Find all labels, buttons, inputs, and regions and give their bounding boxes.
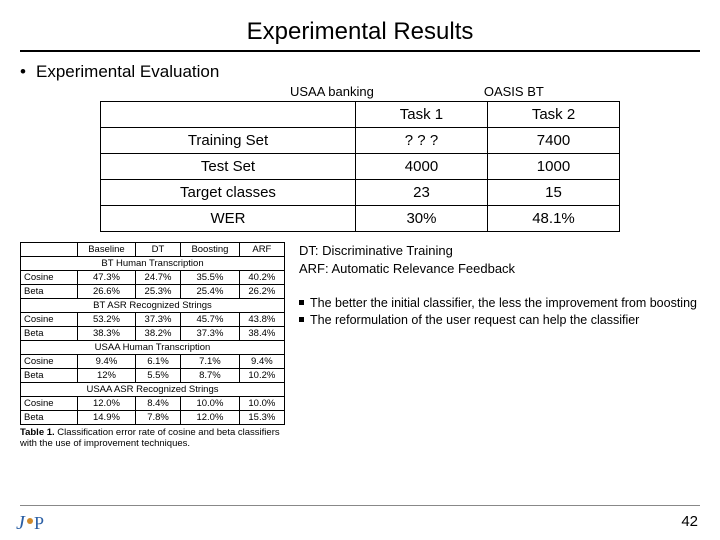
svg-text:P: P [34, 513, 44, 533]
results-table: Baseline DT Boosting ARF BT Human Transc… [20, 242, 285, 425]
caption-label: Table 1. [20, 427, 55, 438]
table-row: Beta26.6%25.3%25.4%26.2% [21, 285, 285, 299]
table-row: USAA ASR Recognized Strings [21, 383, 285, 397]
table-cell: ? ? ? [355, 128, 487, 154]
square-bullet-icon [299, 300, 304, 305]
table-cell: 4000 [355, 154, 487, 180]
square-bullet-icon [299, 317, 304, 322]
definition-line: ARF: Automatic Relevance Feedback [299, 260, 700, 278]
table-cell [21, 243, 78, 257]
col-label-1: USAA banking [290, 84, 374, 99]
table-row: Cosine9.4%6.1%7.1%9.4% [21, 355, 285, 369]
table-row: Beta38.3%38.2%37.3%38.4% [21, 327, 285, 341]
caption-text: Classification error rate of cosine and … [20, 427, 280, 449]
table-row: Baseline DT Boosting ARF [21, 243, 285, 257]
table-cell: ARF [239, 243, 284, 257]
table-row: Test Set 4000 1000 [101, 154, 620, 180]
slide-title: Experimental Results [20, 18, 700, 46]
results-caption: Table 1. Classification error rate of co… [20, 427, 285, 450]
table-row: Cosine47.3%24.7%35.5%40.2% [21, 271, 285, 285]
table-cell: Test Set [101, 154, 356, 180]
footer-rule [20, 505, 700, 506]
table-cell: 48.1% [487, 206, 619, 232]
table-cell: 23 [355, 180, 487, 206]
table-cell: Baseline [78, 243, 136, 257]
table-cell: DT [135, 243, 180, 257]
table-cell: WER [101, 206, 356, 232]
table-cell: Target classes [101, 180, 356, 206]
table-cell: Task 2 [487, 102, 619, 128]
table-row: Cosine53.2%37.3%45.7%43.8% [21, 313, 285, 327]
note-item: The better the initial classifier, the l… [313, 295, 700, 312]
table-row: Task 1 Task 2 [101, 102, 620, 128]
table-cell: Boosting [181, 243, 240, 257]
table-row: Target classes 23 15 [101, 180, 620, 206]
table-cell: Training Set [101, 128, 356, 154]
table-cell: 30% [355, 206, 487, 232]
col-label-2: OASIS BT [484, 84, 544, 99]
table-cell: Task 1 [355, 102, 487, 128]
title-rule [20, 50, 700, 52]
table-cell: 15 [487, 180, 619, 206]
table-row: USAA Human Transcription [21, 341, 285, 355]
group-header: BT ASR Recognized Strings [21, 299, 285, 313]
page-number: 42 [681, 513, 698, 530]
definition-line: DT: Discriminative Training [299, 242, 700, 260]
table-row: BT Human Transcription [21, 257, 285, 271]
table-cell: 7400 [487, 128, 619, 154]
svg-text:J: J [16, 512, 26, 534]
table-row: Beta12%5.5%8.7%10.2% [21, 369, 285, 383]
bullet-icon: • [20, 62, 36, 82]
group-header: USAA ASR Recognized Strings [21, 383, 285, 397]
note-item: The reformulation of the user request ca… [313, 312, 700, 329]
main-table: Task 1 Task 2 Training Set ? ? ? 7400 Te… [100, 101, 620, 232]
table-row: BT ASR Recognized Strings [21, 299, 285, 313]
table-row: WER 30% 48.1% [101, 206, 620, 232]
table-row: Beta14.9%7.8%12.0%15.3% [21, 411, 285, 425]
results-block: Baseline DT Boosting ARF BT Human Transc… [20, 242, 285, 450]
table-cell: 1000 [487, 154, 619, 180]
table-row: Cosine12.0%8.4%10.0%10.0% [21, 397, 285, 411]
table-row: Training Set ? ? ? 7400 [101, 128, 620, 154]
group-header: BT Human Transcription [21, 257, 285, 271]
table-cell [101, 102, 356, 128]
section-heading: Experimental Evaluation [36, 62, 219, 82]
group-header: USAA Human Transcription [21, 341, 285, 355]
logo-icon: J P [16, 510, 50, 534]
